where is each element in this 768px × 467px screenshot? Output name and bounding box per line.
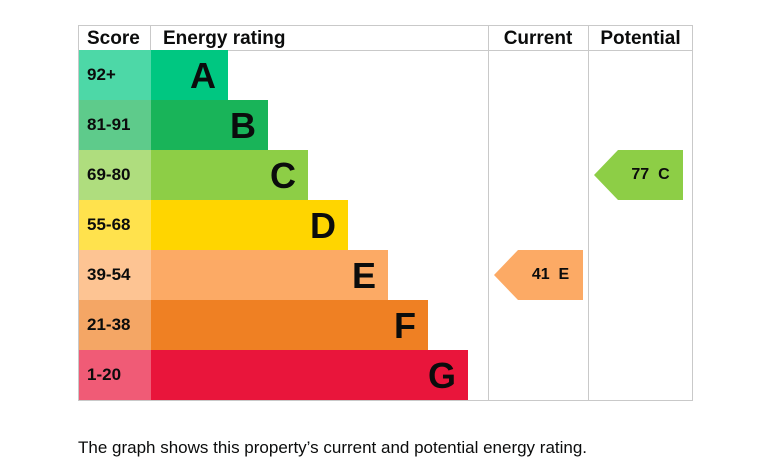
arrow-fill	[494, 250, 583, 300]
band-letter: C	[270, 155, 296, 196]
band-letter: D	[310, 205, 336, 246]
band-score: 21-38	[79, 300, 151, 350]
current-rating-arrow: 41 E	[494, 250, 583, 300]
potential-rating-label: 77 C	[631, 166, 670, 183]
current-arrow-shape	[494, 250, 583, 300]
band-bar: A	[151, 50, 228, 100]
band-score: 55-68	[79, 200, 151, 250]
arrow-fill	[594, 150, 683, 200]
band-letter: F	[394, 305, 416, 346]
band-bar: G	[151, 350, 468, 400]
score-header: Score	[87, 28, 140, 49]
band-bar: E	[151, 250, 388, 300]
band-score: 1-20	[79, 350, 151, 400]
band-letter: A	[190, 55, 216, 96]
band-letter: E	[351, 255, 376, 296]
band-bar: D	[151, 200, 348, 250]
chart-caption: The graph shows this property’s current …	[78, 438, 588, 457]
band-score: 92+	[79, 50, 151, 100]
current-column-divider	[488, 26, 489, 400]
current-rating-label: 41 E	[531, 266, 570, 283]
energy-rating-header: Energy rating	[163, 28, 286, 49]
band-letter: G	[427, 355, 456, 396]
potential-rating-arrow: 77 C	[594, 150, 683, 200]
band-bar: B	[151, 100, 268, 150]
band-bar: F	[151, 300, 428, 350]
current-header: Current	[503, 28, 573, 49]
band-letter: B	[230, 105, 256, 146]
potential-arrow-shape	[594, 150, 683, 200]
potential-column-divider	[588, 26, 589, 400]
header-divider	[79, 50, 692, 51]
band-score: 39-54	[79, 250, 151, 300]
band-bar: C	[151, 150, 308, 200]
band-score: 69-80	[79, 150, 151, 200]
potential-header: Potential	[600, 28, 681, 49]
band-score: 81-91	[79, 100, 151, 150]
energy-rating-chart: Score Energy rating Current Potential 92…	[78, 25, 693, 401]
